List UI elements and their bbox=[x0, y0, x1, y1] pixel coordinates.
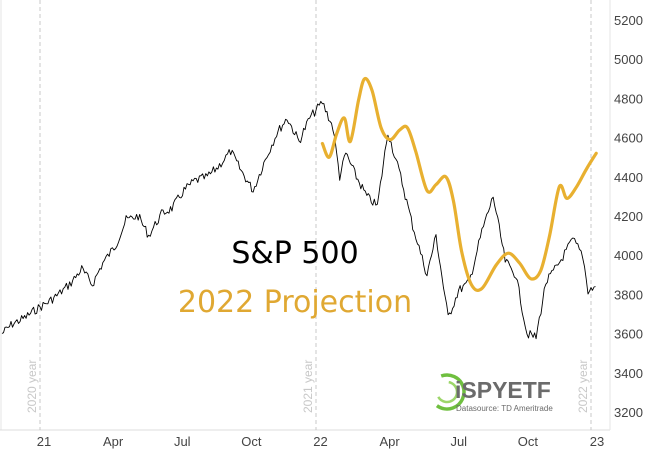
logo-tagline: Datasource: TD Ameritrade bbox=[456, 404, 553, 413]
ispyetf-logo: iSPYETF Datasource: TD Ameritrade bbox=[428, 373, 553, 413]
x-tick-label: Oct bbox=[518, 434, 539, 449]
x-tick-label: Apr bbox=[380, 434, 401, 449]
x-tick-label: 21 bbox=[37, 434, 51, 449]
y-tick-label: 4800 bbox=[614, 91, 643, 106]
x-tick-label: 23 bbox=[590, 434, 604, 449]
projection-line bbox=[320, 76, 598, 292]
y-tick-label: 3400 bbox=[614, 366, 643, 381]
x-tick-label: Jul bbox=[450, 434, 467, 449]
logo-brand: iSPYETF bbox=[455, 377, 551, 403]
year-marker-label: 2021 year bbox=[301, 360, 315, 413]
year-markers: 2020 year 2021 year 2022 year bbox=[25, 0, 592, 430]
y-tick-label: 3200 bbox=[614, 405, 643, 420]
series-layer bbox=[1, 76, 598, 340]
y-tick-label: 4400 bbox=[614, 170, 643, 185]
y-tick-label: 4600 bbox=[614, 131, 643, 146]
sp500-price-line bbox=[1, 100, 596, 340]
y-tick-label: 4200 bbox=[614, 209, 643, 224]
chart-title: S&P 500 bbox=[231, 236, 358, 271]
x-tick-label: 22 bbox=[313, 434, 327, 449]
y-tick-label: 4000 bbox=[614, 248, 643, 263]
year-marker-label: 2020 year bbox=[25, 360, 39, 413]
x-tick-label: Apr bbox=[103, 434, 124, 449]
chart-subtitle: 2022 Projection bbox=[178, 285, 412, 320]
y-tick-label: 3600 bbox=[614, 327, 643, 342]
y-tick-label: 5200 bbox=[614, 13, 643, 28]
x-axis-ticks: 21 Apr Jul Oct 22 Apr Jul Oct 23 bbox=[37, 434, 604, 449]
y-tick-label: 3800 bbox=[614, 287, 643, 302]
logo-ring-outer-icon bbox=[428, 373, 466, 411]
x-tick-label: Jul bbox=[174, 434, 191, 449]
year-marker-label: 2022 year bbox=[576, 360, 590, 413]
y-tick-label: 5000 bbox=[614, 52, 643, 67]
logo-ring-inner-icon bbox=[435, 380, 459, 404]
x-tick-label: Oct bbox=[241, 434, 262, 449]
y-axis-ticks: 3200 3400 3600 3800 4000 4200 4400 4600 4800 5000… bbox=[614, 13, 643, 420]
